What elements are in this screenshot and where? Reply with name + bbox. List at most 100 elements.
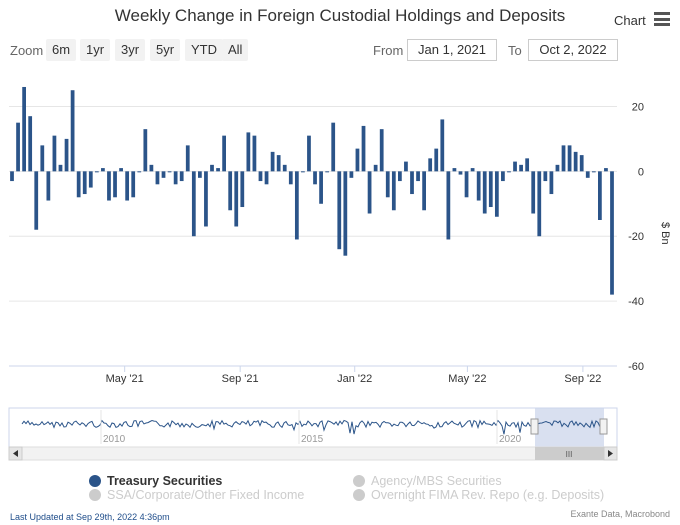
legend-item-ssa[interactable]: SSA/Corporate/Other Fixed Income (107, 488, 305, 502)
bar[interactable] (113, 171, 117, 198)
bar[interactable] (185, 145, 190, 172)
bar[interactable] (579, 155, 584, 172)
bar[interactable] (561, 145, 566, 172)
bar[interactable] (416, 171, 420, 182)
bar[interactable] (76, 171, 81, 198)
bar[interactable] (161, 171, 166, 178)
bar[interactable] (58, 164, 63, 172)
bar[interactable] (307, 135, 311, 172)
bar[interactable] (131, 171, 136, 198)
bar[interactable] (398, 171, 402, 182)
bar[interactable] (301, 171, 305, 173)
bar[interactable] (276, 155, 281, 172)
bar[interactable] (240, 171, 245, 208)
bar[interactable] (482, 171, 487, 214)
bar[interactable] (155, 171, 160, 185)
bar[interactable] (70, 90, 75, 172)
bar[interactable] (173, 171, 178, 185)
bar[interactable] (16, 122, 20, 172)
bar[interactable] (349, 171, 354, 178)
bar[interactable] (52, 135, 57, 172)
bar[interactable] (440, 119, 445, 172)
bar[interactable] (519, 164, 523, 172)
bar[interactable] (179, 171, 184, 182)
bar[interactable] (149, 164, 154, 172)
bar[interactable] (476, 171, 481, 201)
bar[interactable] (428, 158, 433, 172)
bar[interactable] (313, 171, 317, 185)
bar[interactable] (343, 171, 348, 256)
bar[interactable] (488, 171, 493, 208)
bar[interactable] (137, 171, 142, 173)
bar[interactable] (507, 171, 511, 173)
bar[interactable] (494, 171, 499, 217)
bar[interactable] (543, 171, 548, 182)
bar[interactable] (379, 129, 384, 172)
bar[interactable] (567, 145, 572, 172)
chart-menu-label[interactable]: Chart (614, 13, 646, 28)
bar[interactable] (125, 171, 130, 201)
legend-item-fima[interactable]: Overnight FIMA Rev. Repo (e.g. Deposits) (371, 488, 605, 502)
bar[interactable] (585, 171, 590, 178)
bar[interactable] (258, 171, 263, 182)
zoom-1yr-button[interactable]: 1yr (80, 39, 111, 61)
bar[interactable] (385, 171, 390, 198)
zoom-6m-button[interactable]: 6m (46, 39, 77, 61)
navigator-left-handle[interactable] (530, 418, 539, 435)
legend-item-treasury[interactable]: Treasury Securities (107, 474, 223, 488)
bar[interactable] (446, 171, 451, 240)
bar[interactable] (234, 171, 239, 227)
bar[interactable] (325, 171, 330, 173)
bar[interactable] (107, 171, 111, 201)
bar[interactable] (452, 168, 457, 172)
bar[interactable] (410, 171, 414, 195)
bar[interactable] (434, 148, 439, 172)
bar[interactable] (46, 171, 51, 201)
bar[interactable] (513, 161, 517, 172)
bar[interactable] (94, 171, 99, 173)
bar[interactable] (222, 135, 226, 172)
bar[interactable] (391, 171, 396, 211)
bar[interactable] (64, 138, 69, 172)
bar[interactable] (264, 171, 269, 185)
bar[interactable] (88, 171, 93, 188)
bar[interactable] (531, 171, 536, 214)
bar[interactable] (119, 168, 123, 172)
bar[interactable] (246, 132, 251, 172)
bar[interactable] (28, 116, 33, 172)
bar[interactable] (252, 135, 257, 172)
bar[interactable] (464, 171, 469, 198)
zoom-3yr-button[interactable]: 3yr (115, 39, 146, 61)
bar[interactable] (470, 168, 475, 172)
bar[interactable] (10, 171, 14, 182)
bar[interactable] (555, 164, 560, 172)
bar[interactable] (40, 145, 45, 172)
navigator-selected-range[interactable] (535, 408, 604, 447)
bar[interactable] (598, 171, 602, 220)
bar[interactable] (204, 171, 208, 227)
legend-item-agency[interactable]: Agency/MBS Securities (371, 474, 502, 488)
bar[interactable] (525, 158, 530, 172)
bar[interactable] (373, 164, 378, 172)
bar[interactable] (101, 168, 105, 172)
bar[interactable] (361, 125, 366, 172)
scrollbar-track[interactable] (8, 446, 618, 461)
bar[interactable] (143, 129, 148, 172)
bar[interactable] (198, 171, 202, 178)
bar[interactable] (319, 171, 323, 204)
zoom-all-button[interactable]: All (222, 39, 249, 61)
bar[interactable] (228, 171, 233, 211)
bar[interactable] (288, 171, 293, 185)
bar[interactable] (458, 171, 463, 175)
bar[interactable] (216, 168, 220, 172)
range-to-input[interactable]: Oct 2, 2022 (528, 39, 618, 61)
scrollbar-thumb[interactable] (535, 447, 604, 460)
bar[interactable] (282, 164, 287, 172)
bar[interactable] (610, 171, 614, 295)
bar[interactable] (501, 171, 505, 182)
bar[interactable] (422, 171, 426, 211)
bar[interactable] (537, 171, 542, 237)
bar[interactable] (34, 171, 39, 230)
bar[interactable] (337, 171, 342, 250)
bar[interactable] (604, 168, 608, 172)
